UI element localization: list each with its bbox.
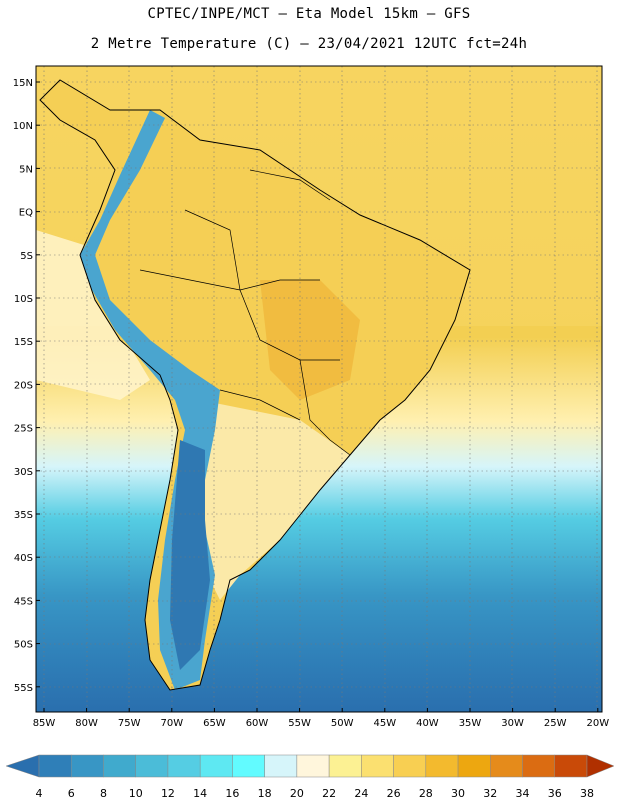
colorbar-level-label: 12 bbox=[161, 787, 175, 800]
field-layer bbox=[36, 66, 602, 712]
colorbar-swatch bbox=[522, 754, 556, 778]
lat-label: 10S bbox=[14, 294, 33, 305]
colorbar-level-label: 30 bbox=[451, 787, 465, 800]
lon-label: 75W bbox=[118, 718, 141, 729]
lon-label: 80W bbox=[75, 718, 98, 729]
lat-label: 5S bbox=[20, 251, 33, 262]
colorbar-level-label: 34 bbox=[516, 787, 530, 800]
lon-label: 20W bbox=[586, 718, 609, 729]
lat-label: 50S bbox=[14, 640, 33, 651]
warm-interior bbox=[260, 280, 360, 400]
colorbar-level-label: 10 bbox=[129, 787, 143, 800]
colorbar-swatch bbox=[70, 754, 104, 778]
lon-label: 60W bbox=[246, 718, 269, 729]
lat-label: 30S bbox=[14, 467, 33, 478]
colorbar-swatch bbox=[296, 754, 330, 778]
lat-label: 25S bbox=[14, 424, 33, 435]
colorbar-swatch bbox=[38, 754, 72, 778]
colorbar-swatch bbox=[264, 754, 298, 778]
continent-landmass bbox=[40, 80, 470, 690]
colorbar-labels: 4 6 8 10 12 14 16 18 20 22 24 26 28 30 32 34 36 38 bbox=[36, 787, 595, 800]
colorbar-level-label: 20 bbox=[290, 787, 304, 800]
lat-label: 15S bbox=[14, 337, 33, 348]
colorbar bbox=[5, 754, 615, 778]
colorbar-swatch bbox=[490, 754, 523, 778]
colorbar-level-label: 14 bbox=[193, 787, 207, 800]
colorbar-swatch bbox=[361, 754, 394, 778]
colorbar-swatch bbox=[393, 754, 427, 778]
colorbar-level-label: 24 bbox=[354, 787, 368, 800]
lat-label: 55S bbox=[14, 683, 33, 694]
southern-cone-mild bbox=[190, 400, 350, 600]
lon-label: 40W bbox=[416, 718, 439, 729]
colorbar-level-label: 38 bbox=[580, 787, 594, 800]
colorbar-swatch bbox=[328, 754, 362, 778]
colorbar-level-label: 36 bbox=[548, 787, 562, 800]
colorbar-level-label: 8 bbox=[100, 787, 107, 800]
country-borders bbox=[139, 169, 351, 456]
colorbar-level-label: 6 bbox=[68, 787, 75, 800]
lon-label: 50W bbox=[331, 718, 354, 729]
colorbar-swatch bbox=[425, 754, 459, 778]
lat-label: 10N bbox=[13, 121, 33, 132]
colorbar-swatch bbox=[103, 754, 136, 778]
colorbar-swatch bbox=[457, 754, 491, 778]
lon-label: 65W bbox=[203, 718, 226, 729]
colorbar-swatch bbox=[554, 754, 588, 778]
lon-label: 25W bbox=[544, 718, 567, 729]
lon-label: 85W bbox=[33, 718, 56, 729]
lon-label: 35W bbox=[459, 718, 482, 729]
map-title-line2: 2 Metre Temperature (C) – 23/04/2021 12U… bbox=[90, 36, 528, 52]
colorbar-level-label: 26 bbox=[387, 787, 401, 800]
lat-label: 35S bbox=[14, 510, 33, 521]
lat-label: 15N bbox=[13, 78, 33, 89]
colorbar-level-label: 16 bbox=[225, 787, 239, 800]
colorbar-swatch bbox=[167, 754, 201, 778]
lon-label: 70W bbox=[160, 718, 183, 729]
lat-label: 45S bbox=[14, 596, 33, 607]
pacific-cool-strip bbox=[36, 230, 150, 400]
colorbar-swatch bbox=[232, 754, 265, 778]
lat-label: 20S bbox=[14, 380, 33, 391]
map-title-line1: CPTEC/INPE/MCT – Eta Model 15km – GFS bbox=[147, 6, 471, 22]
lon-label: 45W bbox=[373, 718, 396, 729]
colorbar-low-arrow bbox=[5, 754, 40, 778]
lat-label: 40S bbox=[14, 553, 33, 564]
patagonia-cold bbox=[170, 440, 210, 670]
colorbar-level-label: 18 bbox=[258, 787, 272, 800]
colorbar-high-arrow bbox=[586, 754, 615, 778]
colorbar-level-label: 32 bbox=[483, 787, 497, 800]
colorbar-level-label: 4 bbox=[36, 787, 43, 800]
colorbar-level-label: 22 bbox=[322, 787, 336, 800]
colorbar-swatch bbox=[135, 754, 169, 778]
lon-label: 30W bbox=[501, 718, 524, 729]
lat-label: EQ bbox=[19, 208, 33, 219]
lon-label: 55W bbox=[288, 718, 311, 729]
coastline bbox=[39, 79, 471, 691]
lat-label: 5N bbox=[19, 164, 33, 175]
colorbar-level-label: 28 bbox=[419, 787, 433, 800]
map-frame bbox=[35, 65, 603, 713]
longitude-labels: 85W 80W 75W 70W 65W 60W 55W 50W 45W 40W 35W 30W 25W 2… bbox=[33, 708, 609, 729]
colorbar-swatch bbox=[199, 754, 233, 778]
latitude-labels: 15N 10N 5N EQ 5S 10S 15S 20S 25S 30S 35S 40S 45S 50S 5… bbox=[13, 78, 40, 694]
